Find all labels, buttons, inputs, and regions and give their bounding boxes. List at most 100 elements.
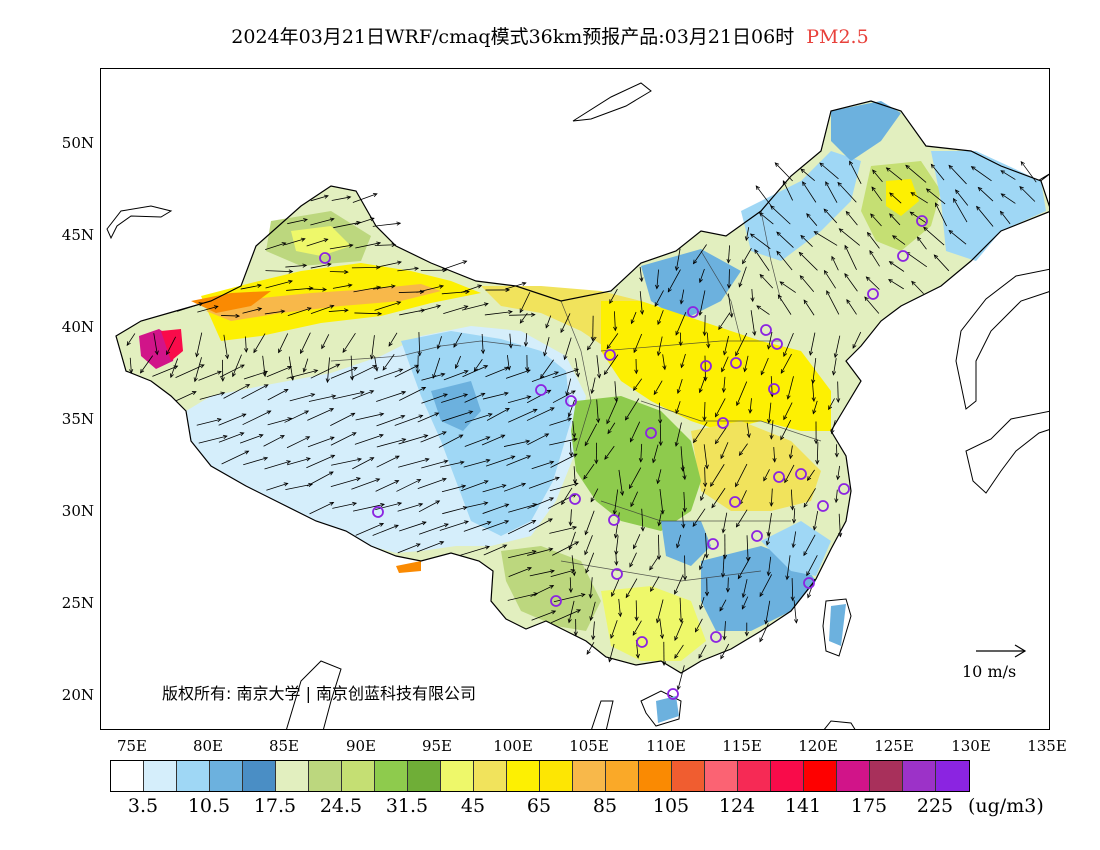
wind-vector-arrow — [763, 469, 770, 482]
wind-vector-arrow — [443, 370, 469, 381]
wind-vector-arrow — [659, 618, 665, 640]
wind-vector-arrow — [484, 309, 513, 316]
wind-vector-arrow — [485, 455, 516, 467]
wind-vector-arrow — [830, 420, 836, 435]
wind-vector-arrow — [351, 265, 381, 270]
wind-vector-arrow — [575, 358, 580, 378]
colorbar-swatch — [540, 761, 573, 791]
wind-vector-arrow — [765, 532, 771, 546]
station-circle-marker — [751, 530, 763, 542]
wind-vector-arrow — [760, 357, 769, 376]
colorbar-swatch — [771, 761, 804, 791]
wind-vector-arrow — [812, 510, 819, 531]
wind-vector-arrow — [376, 414, 406, 427]
colorbar-swatch — [177, 761, 210, 791]
wind-vector-arrow — [375, 501, 403, 510]
wind-vector-arrow — [352, 390, 375, 400]
wind-vector-arrow — [223, 384, 251, 399]
wind-vector-arrow — [678, 332, 683, 347]
colorbar-tick-label: 17.5 — [253, 795, 297, 817]
station-circle-marker — [867, 288, 879, 300]
wind-vector-arrow — [654, 290, 664, 308]
wind-vector-arrow — [309, 501, 335, 515]
wind-vector-arrow — [519, 312, 528, 324]
wind-vector-arrow — [808, 332, 816, 356]
wind-vector-arrow — [798, 251, 818, 271]
wind-vector-arrow — [735, 463, 748, 488]
wind-vector-arrow — [265, 279, 293, 289]
wind-vector-arrow — [463, 458, 491, 468]
wind-vector-arrow — [618, 469, 625, 496]
station-circle-marker — [773, 471, 785, 483]
wind-vector-arrow — [253, 333, 266, 354]
wind-vector-arrow — [549, 482, 579, 492]
wind-vector-arrow — [702, 402, 707, 422]
wind-vector-arrow — [609, 288, 618, 305]
wind-vector-arrow — [464, 413, 493, 423]
wind-vector-arrow — [625, 398, 640, 421]
wind-vector-arrow — [662, 354, 667, 371]
wind-vector-arrow — [639, 291, 645, 315]
map-panel[interactable] — [100, 68, 1050, 730]
wind-vector-arrow — [743, 355, 749, 373]
wind-vector-arrow — [278, 333, 289, 354]
wind-vector-arrow — [819, 162, 839, 180]
wind-vector-arrow — [935, 202, 947, 227]
wind-vector-arrow — [680, 446, 685, 472]
colorbar — [110, 760, 970, 792]
wind-vector-arrow — [175, 364, 205, 378]
wind-vector-arrow — [834, 489, 839, 504]
wind-vector-arrow — [330, 477, 361, 488]
wind-vector-arrow — [606, 333, 619, 350]
wind-vector-arrow — [568, 577, 573, 594]
wind-vector-arrow — [603, 354, 619, 376]
wind-vector-arrow — [528, 518, 553, 532]
wind-vector-arrow — [976, 205, 994, 227]
wind-vector-arrow — [350, 365, 378, 379]
station-circle-marker — [707, 538, 719, 550]
lon-label-115e: 115E — [722, 737, 762, 755]
lon-label-105e: 105E — [569, 737, 609, 755]
colorbar-swatch — [474, 761, 507, 791]
wind-vector-arrow — [653, 380, 663, 396]
wind-vector-arrow — [676, 665, 685, 691]
wind-vector-arrow — [594, 442, 599, 465]
wind-vector-arrow — [618, 598, 623, 618]
wind-vector-arrow — [285, 482, 314, 491]
wind-vector-arrow — [711, 487, 726, 509]
wind-vector-arrow — [166, 336, 176, 356]
station-circle-marker — [535, 384, 547, 396]
wind-vector-arrow — [674, 620, 684, 641]
wind-vector-arrow — [286, 436, 311, 449]
wind-vector-arrow — [198, 370, 222, 381]
wind-vector-arrow — [721, 512, 728, 534]
wind-vector-arrow — [264, 460, 292, 470]
lon-label-110e: 110E — [646, 737, 686, 755]
wind-vector-arrow — [481, 434, 506, 446]
station-circle-marker — [710, 631, 722, 643]
wind-vector-arrow — [674, 422, 682, 447]
wind-vector-arrow — [682, 555, 688, 581]
wind-vector-arrow — [394, 414, 424, 426]
wind-vector-arrow — [694, 618, 703, 633]
wind-vector-arrow — [866, 231, 880, 249]
wind-vector-arrow — [800, 168, 815, 181]
wind-vector-arrow — [397, 543, 421, 554]
wind-vector-arrow — [240, 283, 262, 290]
wind-vector-arrow — [421, 393, 448, 404]
wind-vector-arrow — [353, 503, 385, 512]
wind-vector-arrow — [834, 444, 839, 458]
colorbar-swatch — [342, 761, 375, 791]
wind-vector-arrow — [629, 421, 641, 443]
wind-vector-arrow — [706, 332, 711, 349]
wind-vector-arrow — [394, 364, 420, 378]
wind-vector-arrow — [692, 244, 707, 265]
wind-vector-arrow — [376, 260, 402, 268]
wind-vector-arrow — [888, 279, 904, 290]
wind-vector-arrow — [759, 574, 773, 598]
wind-vector-arrow — [483, 544, 508, 556]
wind-vector-arrow — [418, 304, 442, 312]
wind-vector-arrow — [613, 311, 618, 332]
wind-vector-arrow — [307, 436, 335, 448]
wind-vector-arrow — [608, 643, 615, 663]
